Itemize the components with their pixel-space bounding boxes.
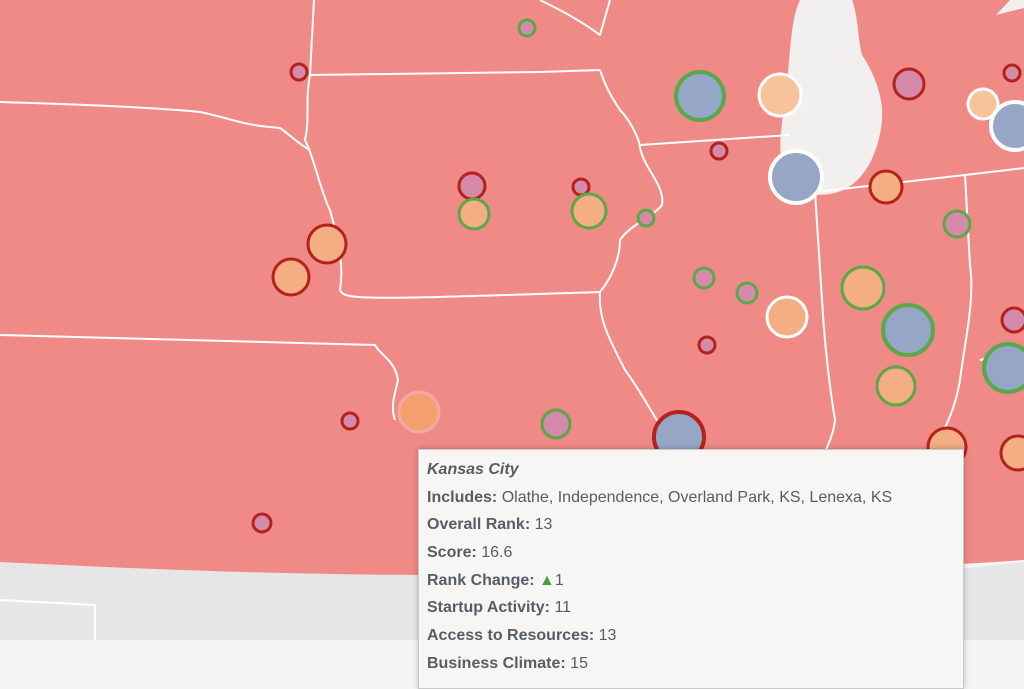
city-marker[interactable] — [881, 303, 935, 357]
access-label: Access to Resources: — [427, 627, 595, 645]
city-marker[interactable] — [989, 100, 1024, 152]
tooltip-access-row: Access to Resources: 13 — [427, 625, 963, 653]
overall-rank-value: 13 — [534, 516, 553, 534]
includes-label: Includes: — [427, 488, 498, 506]
city-marker[interactable] — [875, 365, 917, 407]
city-marker[interactable] — [757, 72, 803, 118]
startup-activity-label: Startup Activity: — [427, 599, 550, 617]
tooltip-score-row: Score: 16.6 — [427, 542, 963, 570]
lake-fragment — [996, 0, 1024, 15]
city-marker[interactable] — [457, 171, 487, 201]
city-marker[interactable] — [540, 408, 572, 440]
city-marker[interactable] — [1000, 306, 1024, 334]
lake-michigan — [780, 0, 883, 195]
city-marker[interactable] — [735, 281, 759, 305]
startup-activity-value: 11 — [554, 599, 572, 617]
city-marker[interactable] — [457, 197, 491, 231]
tooltip-title-row: Kansas City — [427, 459, 963, 487]
city-marker[interactable] — [999, 434, 1024, 472]
tooltip-city-name: Kansas City — [427, 461, 519, 478]
city-marker-selected[interactable] — [397, 390, 441, 434]
city-marker[interactable] — [942, 209, 972, 239]
score-value: 16.6 — [481, 544, 513, 562]
business-climate-label: Business Climate: — [427, 654, 566, 672]
city-marker[interactable] — [340, 411, 360, 431]
up-arrow-icon: ▲ — [539, 571, 555, 589]
includes-value: Olathe, Independence, Overland Park, KS,… — [501, 488, 893, 506]
city-marker[interactable] — [517, 18, 537, 38]
city-marker[interactable] — [636, 208, 656, 228]
score-label: Score: — [427, 544, 477, 562]
city-marker[interactable] — [571, 177, 591, 197]
city-tooltip: Kansas City Includes: Olathe, Independen… — [418, 449, 964, 689]
city-marker[interactable] — [765, 295, 809, 339]
city-marker[interactable] — [982, 342, 1024, 394]
tooltip-startup-activity-row: Startup Activity: 11 — [427, 597, 963, 625]
city-marker[interactable] — [697, 335, 717, 355]
access-value: 13 — [598, 627, 617, 645]
business-climate-value: 15 — [570, 654, 588, 672]
tooltip-includes-row: Includes: Olathe, Independence, Overland… — [427, 487, 963, 515]
overall-rank-label: Overall Rank: — [427, 516, 531, 534]
tooltip-rank-change-row: Rank Change: ▲1 — [427, 570, 963, 598]
city-marker[interactable] — [966, 87, 1000, 121]
city-marker[interactable] — [709, 141, 729, 161]
tooltip-business-climate-row: Business Climate: 15 — [427, 653, 963, 681]
tooltip-overall-rank-row: Overall Rank: 13 — [427, 514, 963, 542]
land-region — [0, 0, 1024, 576]
city-marker[interactable] — [251, 512, 273, 534]
city-marker[interactable] — [692, 266, 716, 290]
city-marker[interactable] — [868, 169, 904, 205]
city-marker[interactable] — [892, 67, 926, 101]
rank-change-value: 1 — [554, 571, 564, 589]
city-marker[interactable] — [1002, 63, 1022, 83]
rank-change-label: Rank Change: — [427, 571, 535, 589]
city-marker[interactable] — [570, 192, 608, 230]
city-marker[interactable] — [674, 70, 726, 122]
city-marker[interactable] — [271, 257, 311, 297]
city-marker[interactable] — [840, 265, 886, 311]
city-marker[interactable] — [306, 223, 348, 265]
city-marker[interactable] — [768, 149, 824, 205]
city-marker[interactable] — [289, 62, 309, 82]
